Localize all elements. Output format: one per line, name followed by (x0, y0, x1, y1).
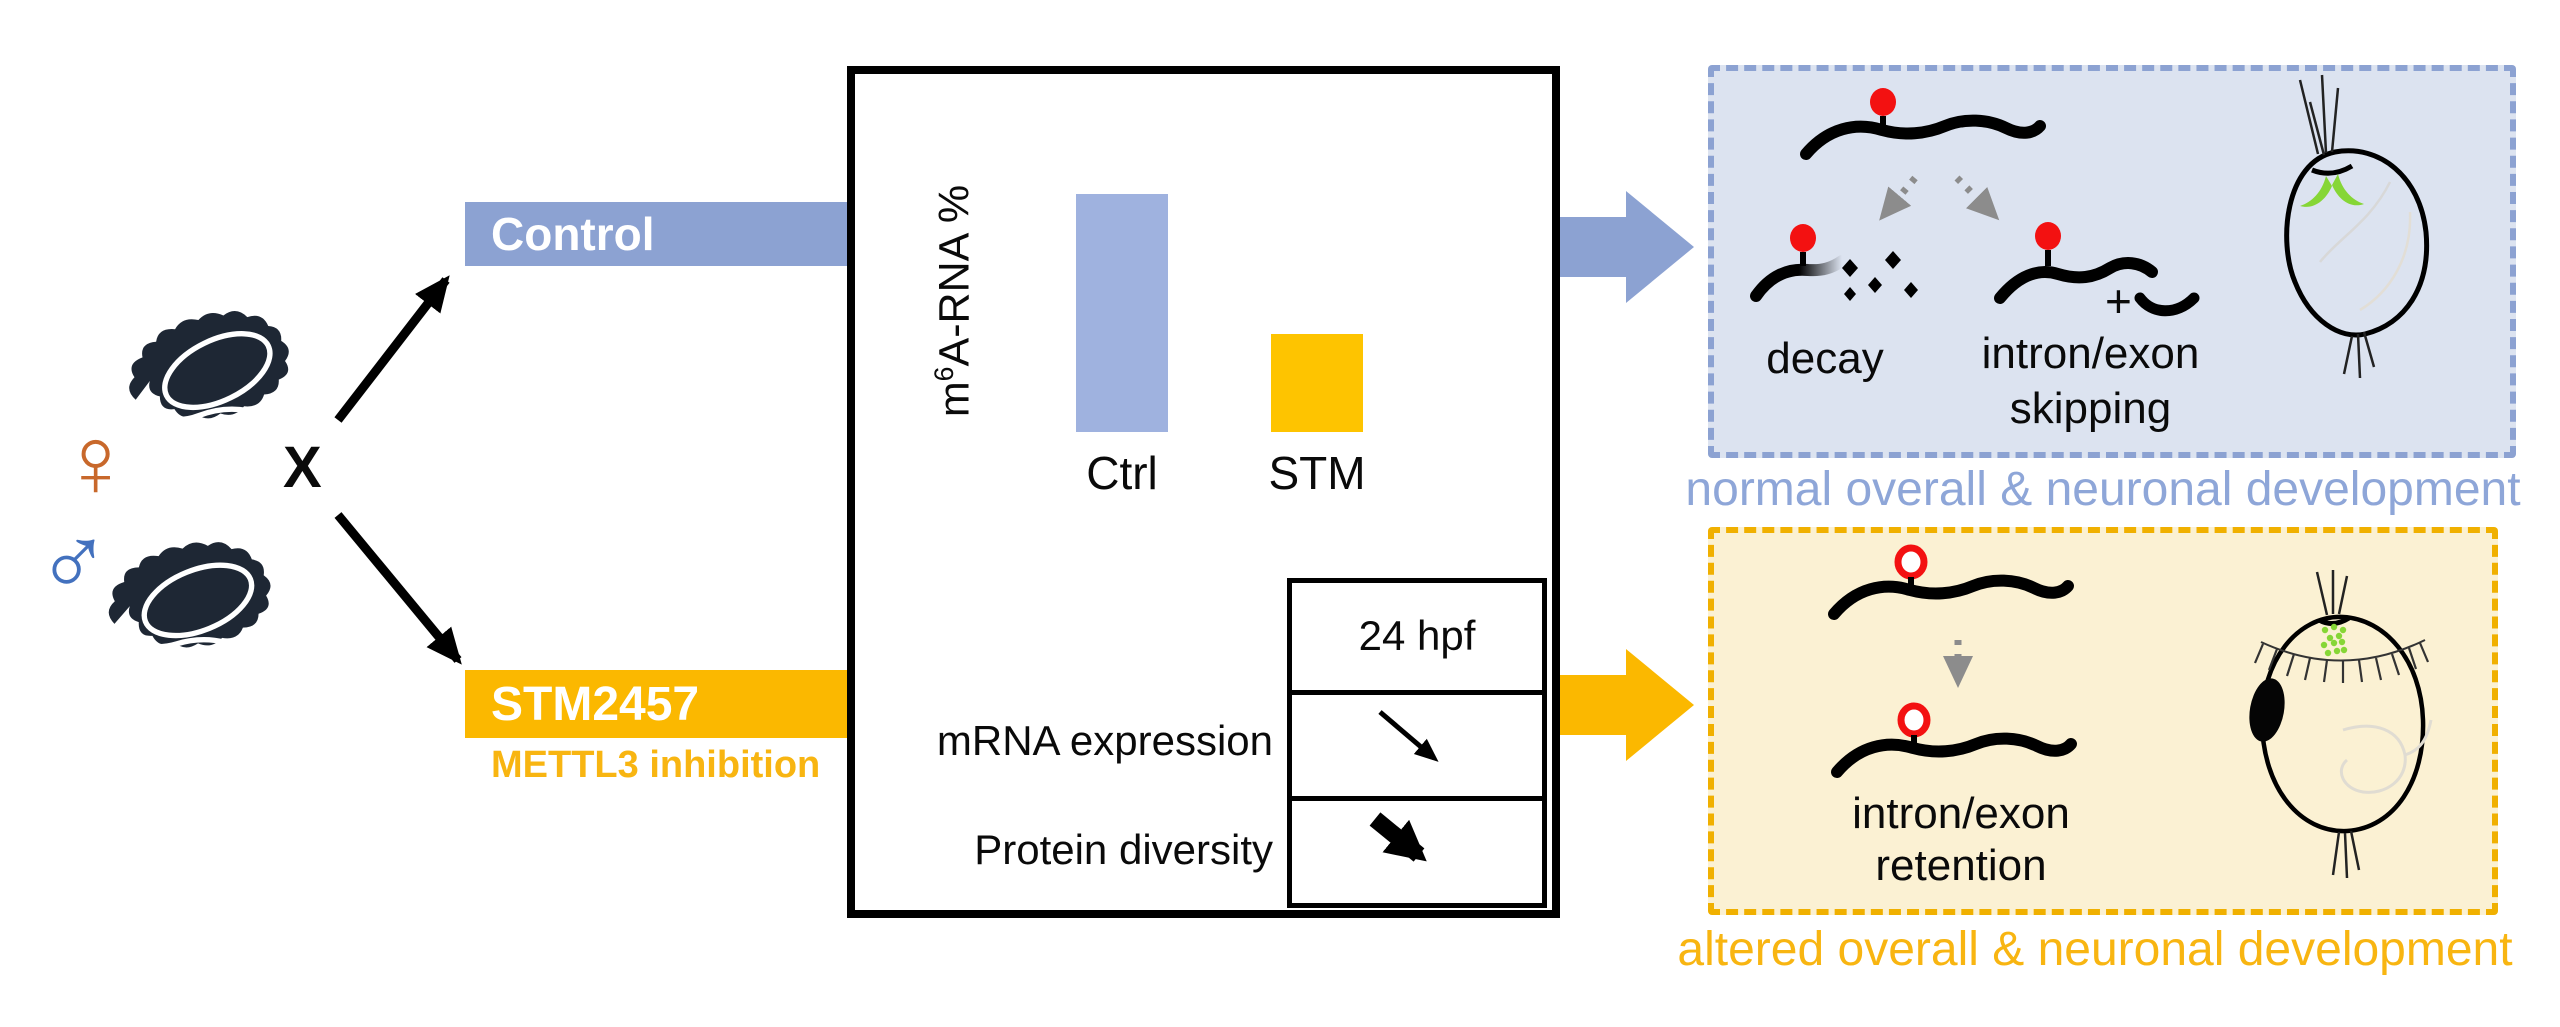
fragment-diamond (1842, 259, 1858, 277)
retained-intron-mrna-icon (1831, 702, 2077, 778)
larva-altered-illustration (2249, 570, 2433, 879)
bar-ctrl (1076, 194, 1168, 432)
oyster-inner-outline (141, 562, 255, 639)
cross-symbol: X (283, 435, 322, 500)
retention-arrow (1943, 640, 1973, 688)
timepoint-label: 24 hpf (1358, 612, 1476, 660)
decay-label: decay (1766, 334, 1884, 383)
oyster-inner-outline (162, 331, 273, 411)
results-table: 24 hpf (1287, 578, 1547, 908)
mrna-strand-fading (1750, 255, 1848, 302)
table-row-label-mrna: mRNA expression (936, 717, 1273, 764)
gut-outline (2340, 724, 2407, 794)
normal-outcome-caption: normal overall & neuronal development (1685, 463, 2521, 516)
posterior-tuft-cilia (2331, 830, 2361, 879)
dashed-arrow-to-skipping-icon (1954, 175, 2000, 221)
y-axis-label-post: A-RNA % (930, 184, 979, 367)
internal-line (2359, 211, 2412, 312)
unmethylated-mrna-icon (1828, 544, 2074, 620)
oyster-shell-shape (129, 311, 289, 419)
fragment-diamond (1904, 282, 1918, 298)
trend-arrow-small-decrease-icon (1378, 710, 1439, 763)
apical-tuft-cilia (2315, 570, 2349, 616)
mrna-strand (1800, 114, 2046, 160)
dashed-arrow-to-decay-icon (1879, 175, 1918, 221)
apical-plate-line (2311, 163, 2354, 176)
m6a-mark-icon (1870, 88, 1896, 116)
retention-label-line1: intron/exon (1852, 789, 2070, 838)
oyster-illustration-female (129, 311, 292, 434)
larva-body-outline (2259, 614, 2426, 834)
female-symbol: ♀ (58, 406, 133, 518)
treatment-flow-arrow (1552, 649, 1694, 761)
mrna-strand (1831, 732, 2077, 778)
cross-to-treatment-arrow (334, 512, 462, 665)
control-flow-arrow (1552, 191, 1694, 303)
mrna-strand (1994, 257, 2158, 304)
apical-tuft-cilia (2298, 74, 2340, 156)
velum-cilia-lashes (2253, 642, 2430, 683)
y-axis-label-sup: 6 (929, 366, 959, 382)
x-tick-label-stm: STM (1268, 447, 1366, 499)
control-branch-banner: Control (465, 202, 847, 266)
m6a-mark-icon (2035, 222, 2061, 250)
methylated-mrna-icon (1800, 88, 2046, 160)
trend-arrow-bold-decrease-icon (1369, 812, 1427, 862)
treatment-label: STM2457 (491, 677, 700, 731)
skipping-label-line2: skipping (2009, 384, 2172, 433)
empty-m6a-site-icon (1897, 702, 1931, 738)
y-axis-label-pre: m (930, 381, 979, 418)
x-tick-label-ctrl: Ctrl (1086, 447, 1158, 499)
mrna-strand (1828, 574, 2074, 620)
oyster-lip-line (148, 398, 292, 423)
bar-stm (1271, 334, 1363, 432)
posterior-tuft-cilia (2342, 331, 2376, 379)
apical-plate-line (2317, 615, 2351, 626)
cross-to-control-arrow (334, 275, 450, 423)
table-cell-mrna-trend (1292, 689, 1542, 797)
table-row-label-protein: Protein diversity (974, 826, 1273, 873)
skipped-exon-fragment-icon (2134, 292, 2200, 317)
larva-body-outline (2284, 148, 2430, 338)
retention-label-line2: retention (1875, 841, 2047, 890)
altered-outcome-caption: altered overall & neuronal development (1677, 923, 2513, 976)
decaying-mrna-icon (1750, 224, 1848, 302)
larva-normal-illustration (2284, 74, 2430, 379)
fragment-diamond (1885, 251, 1901, 269)
shell-field-dark-patch (2249, 678, 2285, 742)
apical-organ-neuron-left (2300, 176, 2332, 207)
oyster-lip-line (125, 633, 270, 650)
bar-chart: Ctrl STM (1000, 166, 1520, 499)
internal-line (2319, 181, 2392, 263)
table-header-cell: 24 hpf (1292, 583, 1542, 690)
apical-organ-neuron-right (2332, 174, 2364, 206)
altered-outcome-panel (1708, 527, 2498, 915)
treatment-sublabel: METTL3 inhibition (491, 744, 821, 786)
fragment-diamond (1868, 277, 1882, 293)
oyster-lip-line-2 (164, 417, 262, 434)
skipping-label-line1: intron/exon (1981, 329, 2200, 378)
y-axis-label: m6A-RNA % (929, 171, 981, 431)
fate-arrows (1879, 175, 2000, 221)
oyster-lip-line-2 (141, 649, 239, 662)
empty-m6a-site-icon (1894, 544, 1928, 580)
gut-outline-2 (2404, 719, 2433, 757)
table-cell-protein-trend (1292, 796, 1542, 903)
treatment-branch-banner: STM2457 (465, 670, 847, 738)
skipped-mrna-icon (1994, 222, 2158, 304)
apical-organ-dotted-icon (2320, 623, 2348, 657)
male-symbol: ♂ (36, 502, 111, 614)
plus-symbol: + (2105, 275, 2132, 327)
m6a-mark-icon (1790, 224, 1816, 252)
rna-fragment-diamonds-icon (1842, 251, 1918, 301)
oyster-illustration-male (108, 542, 271, 662)
small-rna-strand (2134, 292, 2200, 317)
control-label: Control (491, 208, 655, 260)
fragment-diamond (1844, 287, 1856, 301)
